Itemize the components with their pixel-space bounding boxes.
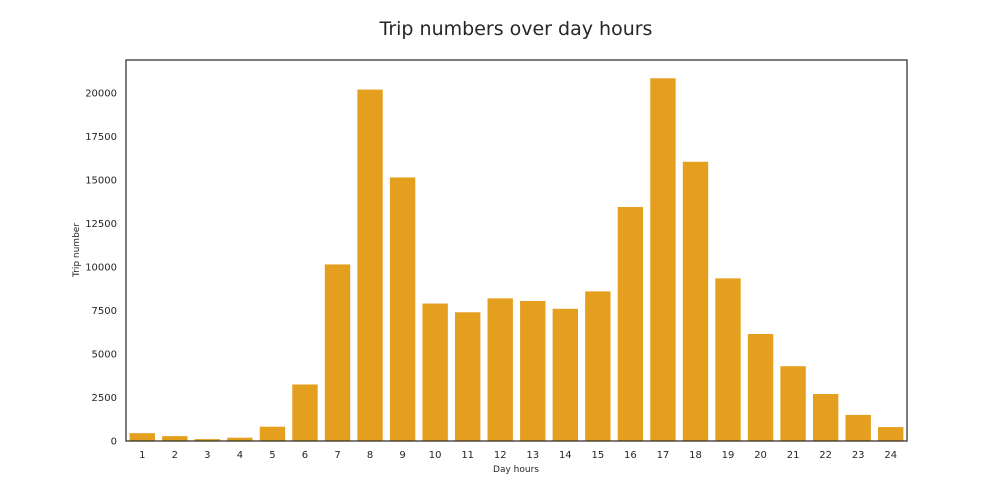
bar-17	[650, 78, 676, 442]
x-tick-label-24: 24	[884, 450, 897, 461]
bar-19	[715, 278, 741, 441]
bar-11	[455, 312, 481, 441]
bar-23	[845, 414, 871, 441]
y-tick-label-15000: 15000	[85, 176, 117, 187]
x-axis-ticks: 1 2 3 4 5 6 7 8 9 10 11 12 13 14 15 16 17 18 19 20 21 22 23 24	[139, 450, 897, 461]
chart-title: Trip numbers over day hours	[379, 18, 653, 40]
y-tick-label-5000: 5000	[92, 350, 117, 361]
x-tick-label-16: 16	[624, 450, 637, 461]
bar-10	[422, 303, 448, 441]
x-tick-label-17: 17	[657, 450, 670, 461]
bar-20	[747, 334, 774, 441]
bar-21	[780, 366, 806, 441]
x-tick-label-3: 3	[204, 450, 210, 461]
bar-18	[682, 161, 709, 441]
x-tick-label-7: 7	[334, 450, 340, 461]
x-tick-label-13: 13	[526, 450, 539, 461]
y-tick-label-12500: 12500	[85, 219, 117, 230]
bar-5	[259, 426, 286, 441]
x-axis-label: Day hours	[493, 465, 539, 475]
x-tick-label-6: 6	[302, 450, 308, 461]
y-tick-label-2500: 2500	[92, 393, 117, 404]
bar-22	[812, 394, 839, 441]
bars-group	[129, 78, 904, 442]
x-tick-label-1: 1	[139, 450, 145, 461]
x-tick-label-20: 20	[754, 450, 767, 461]
bar-14	[552, 308, 578, 441]
x-tick-label-14: 14	[559, 450, 572, 461]
bar-24	[878, 427, 904, 441]
x-tick-label-2: 2	[172, 450, 178, 461]
x-tick-label-23: 23	[852, 450, 865, 461]
bar-6	[292, 384, 318, 441]
bar-8	[357, 89, 383, 441]
bar-15	[585, 291, 611, 441]
bar-7	[324, 264, 351, 441]
x-tick-label-18: 18	[689, 450, 702, 461]
bar-4	[227, 437, 253, 441]
x-tick-label-5: 5	[269, 450, 275, 461]
y-tick-label-0: 0	[111, 437, 117, 448]
y-tick-label-7500: 7500	[92, 306, 117, 317]
x-tick-label-15: 15	[591, 450, 604, 461]
x-tick-label-19: 19	[722, 450, 735, 461]
x-tick-label-22: 22	[819, 450, 832, 461]
bar-12	[487, 298, 513, 441]
y-tick-label-17500: 17500	[85, 132, 117, 143]
bar-2	[162, 436, 188, 441]
x-tick-label-4: 4	[237, 450, 243, 461]
plot-frame	[125, 59, 908, 442]
x-tick-label-8: 8	[367, 450, 373, 461]
bar-3	[194, 439, 221, 441]
x-tick-label-10: 10	[429, 450, 442, 461]
x-tick-label-9: 9	[399, 450, 405, 461]
x-tick-label-11: 11	[461, 450, 474, 461]
y-tick-label-20000: 20000	[85, 89, 117, 100]
y-axis-label: Trip number	[72, 223, 82, 278]
bar-16	[617, 207, 644, 441]
y-axis-ticks: 0 2500 5000 7500 10000 12500 15000 17500 20000	[85, 89, 117, 448]
x-tick-label-21: 21	[787, 450, 800, 461]
bar-13	[520, 300, 546, 441]
bar-1	[129, 433, 155, 441]
bar-9	[389, 177, 416, 441]
x-tick-label-12: 12	[494, 450, 507, 461]
y-tick-label-10000: 10000	[85, 263, 117, 274]
